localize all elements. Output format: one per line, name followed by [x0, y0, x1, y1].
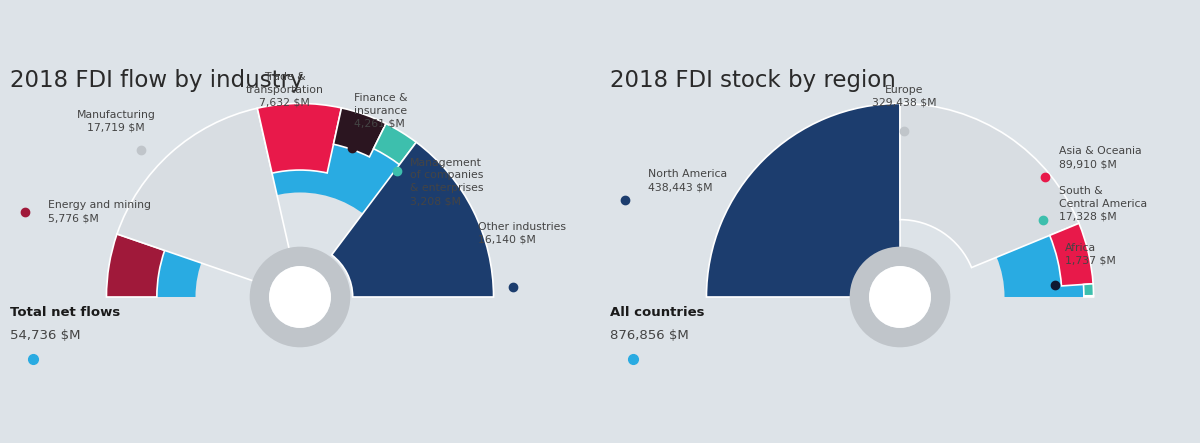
- Wedge shape: [707, 103, 1093, 297]
- Wedge shape: [1084, 296, 1093, 297]
- Wedge shape: [107, 234, 164, 297]
- Wedge shape: [116, 108, 292, 284]
- Wedge shape: [257, 103, 342, 173]
- Text: All countries: All countries: [610, 306, 704, 319]
- Text: Finance &
insurance
4,261 $M: Finance & insurance 4,261 $M: [354, 93, 408, 128]
- Text: Europe
329,438 $M: Europe 329,438 $M: [871, 85, 936, 107]
- Text: Asia & Oceania
89,910 $M: Asia & Oceania 89,910 $M: [1058, 146, 1141, 169]
- Wedge shape: [250, 247, 350, 347]
- Text: 54,736 $M: 54,736 $M: [10, 329, 80, 342]
- Wedge shape: [107, 103, 493, 297]
- Text: Trade &
transportation
7,632 $M: Trade & transportation 7,632 $M: [246, 72, 324, 107]
- Wedge shape: [373, 124, 416, 165]
- Text: 2018 FDI stock by region: 2018 FDI stock by region: [610, 69, 895, 92]
- Wedge shape: [707, 103, 900, 297]
- Wedge shape: [331, 142, 493, 297]
- Wedge shape: [850, 247, 950, 347]
- Text: South &
Central America
17,328 $M: South & Central America 17,328 $M: [1058, 186, 1147, 222]
- Text: Other industries
16,140 $M: Other industries 16,140 $M: [478, 222, 566, 245]
- Text: 2018 FDI flow by industry: 2018 FDI flow by industry: [10, 69, 304, 92]
- Wedge shape: [1050, 223, 1093, 286]
- Text: Manufacturing
17,719 $M: Manufacturing 17,719 $M: [77, 110, 156, 132]
- Text: Africa
1,737 $M: Africa 1,737 $M: [1064, 243, 1115, 266]
- Text: 876,856 $M: 876,856 $M: [610, 329, 689, 342]
- Circle shape: [869, 266, 931, 328]
- Text: North America
438,443 $M: North America 438,443 $M: [648, 170, 727, 192]
- Wedge shape: [334, 108, 386, 157]
- Circle shape: [269, 266, 331, 328]
- Wedge shape: [1084, 284, 1093, 296]
- Text: Energy and mining
5,776 $M: Energy and mining 5,776 $M: [48, 200, 151, 223]
- Text: Total net flows: Total net flows: [10, 306, 120, 319]
- Wedge shape: [900, 103, 1079, 268]
- Text: Management
of companies
& enterprises
3,208 $M: Management of companies & enterprises 3,…: [410, 158, 484, 206]
